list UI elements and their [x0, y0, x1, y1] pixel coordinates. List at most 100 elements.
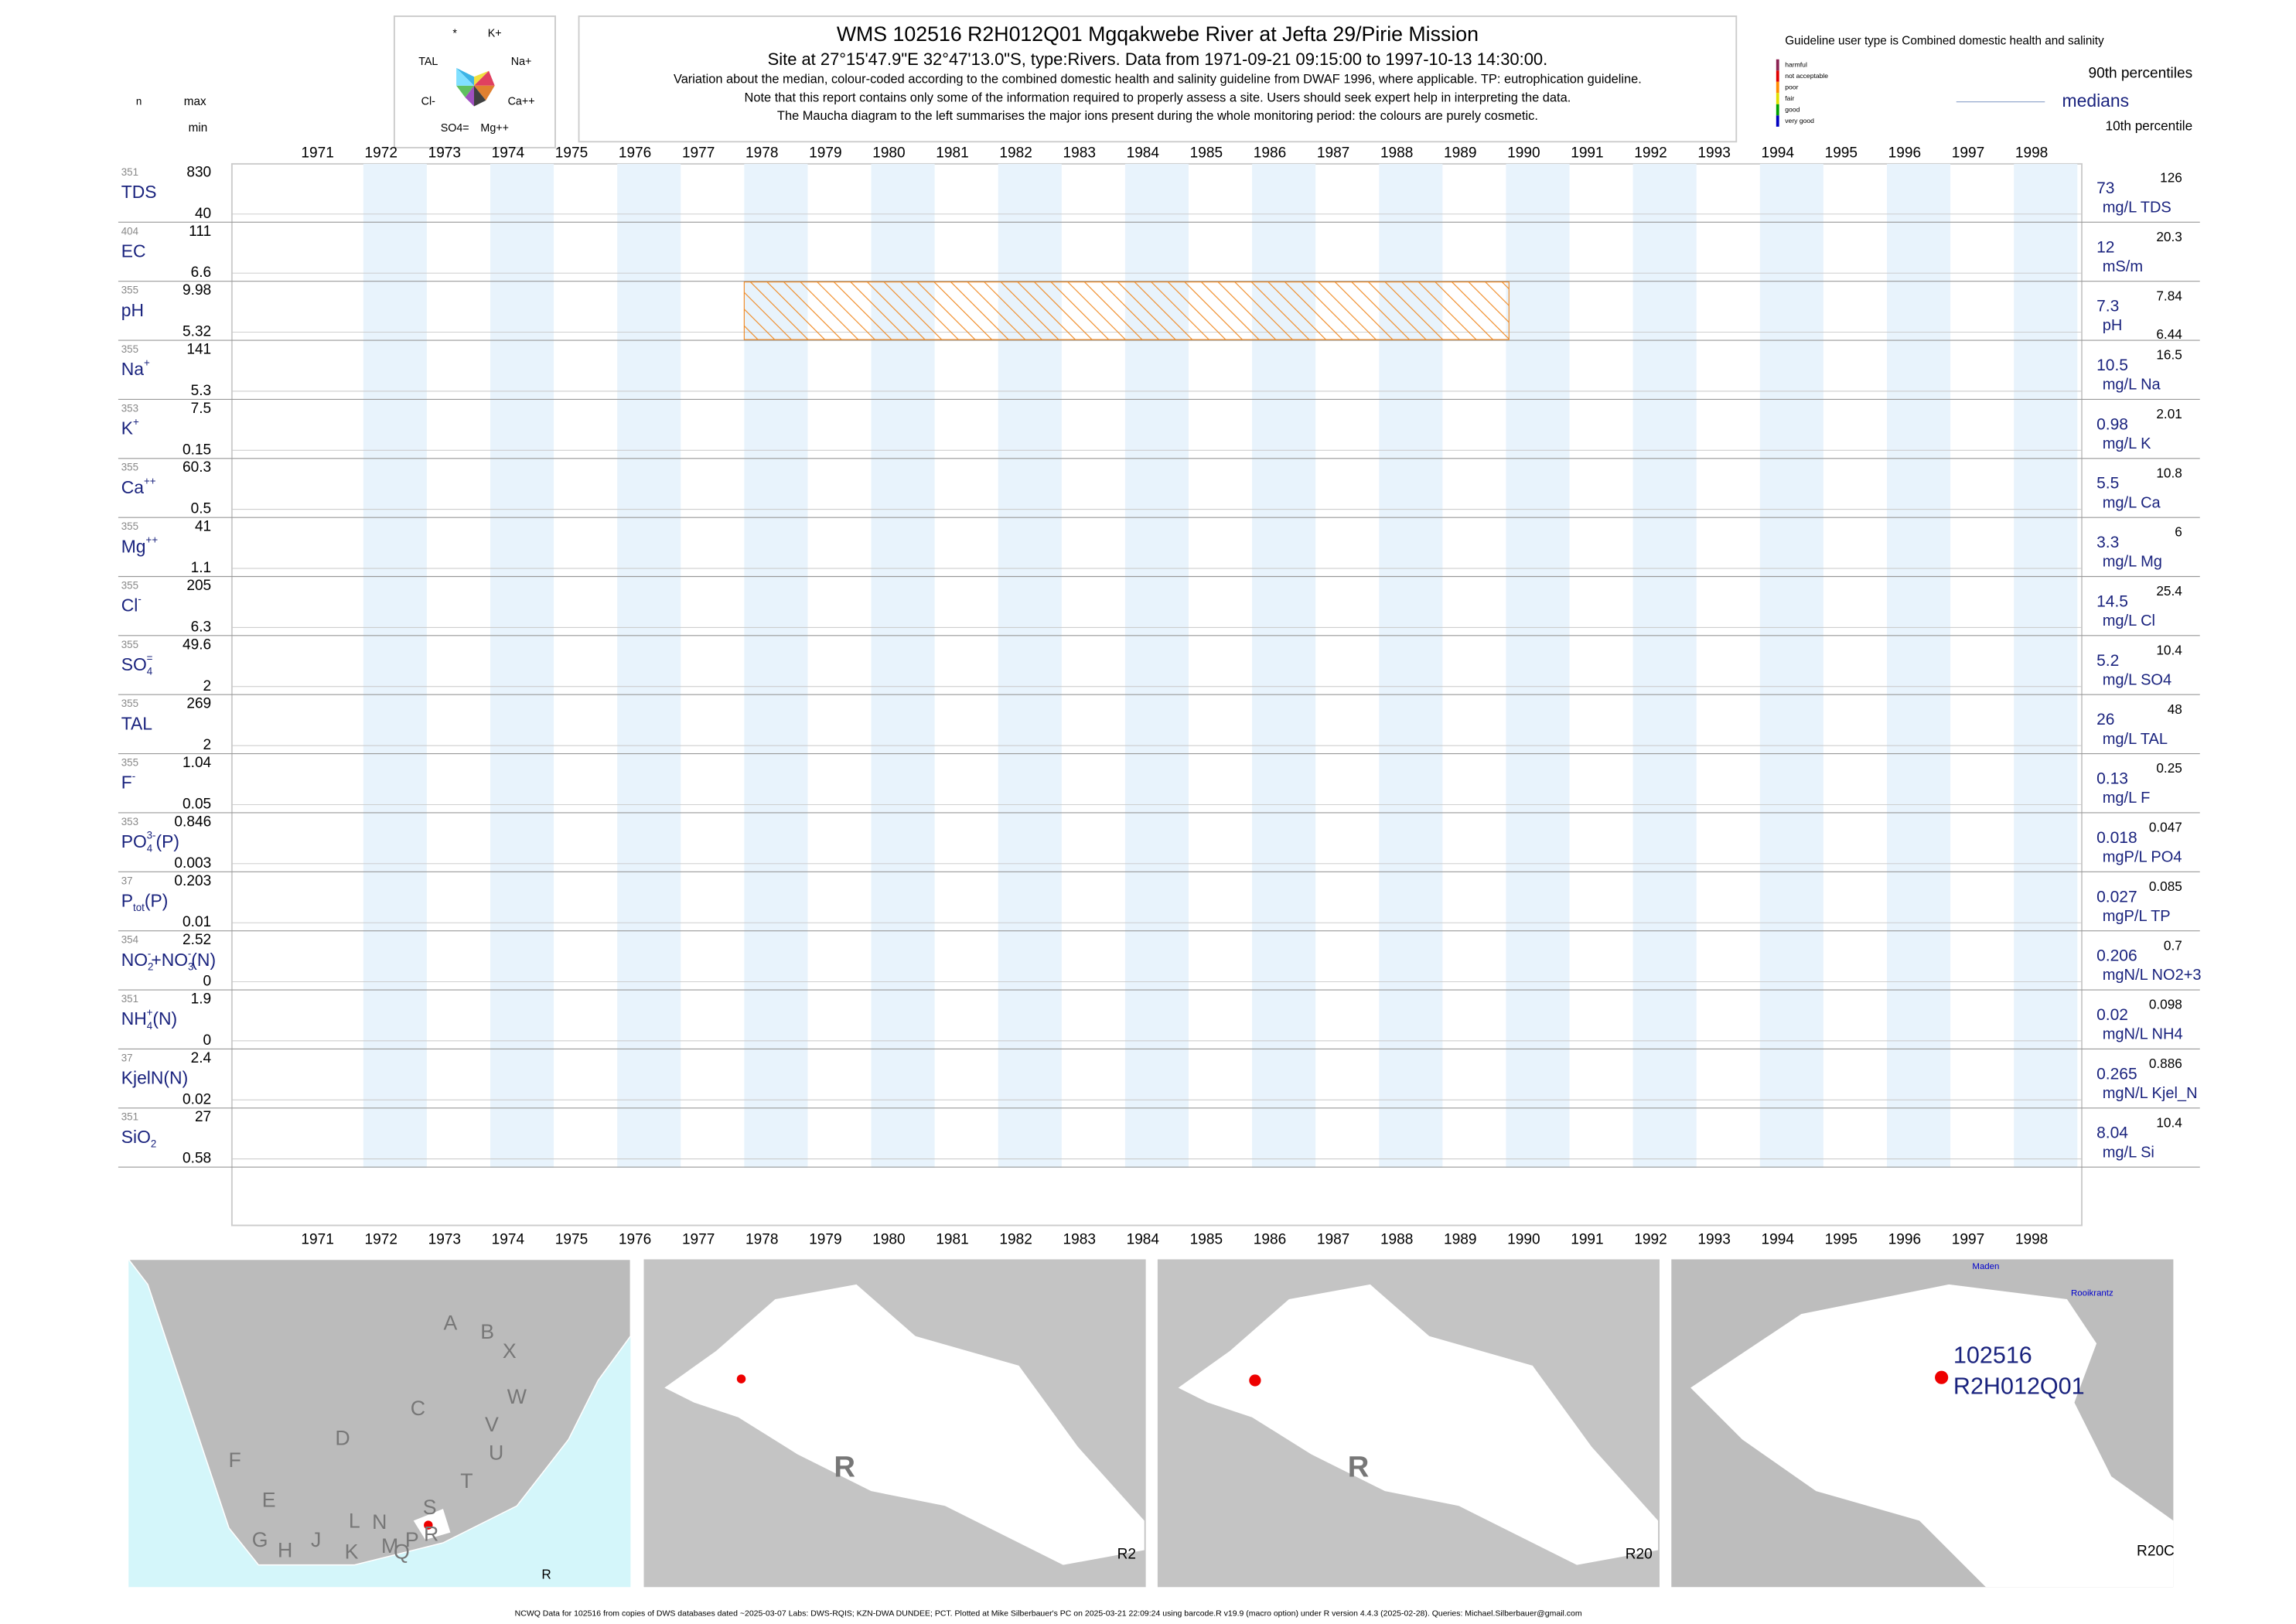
max-value: 111 — [189, 223, 211, 240]
min-value: 0.5 — [191, 501, 212, 517]
min-value: 0.15 — [183, 442, 211, 458]
median-value: 7.3 — [2096, 298, 2119, 316]
p90-value: 48 — [2168, 701, 2182, 717]
label-part: (P) — [145, 891, 169, 911]
count: 37 — [121, 1052, 133, 1063]
year-label: 1980 — [872, 1232, 905, 1248]
min-value: 5.32 — [183, 324, 211, 340]
legend-class: harmful — [1785, 60, 1807, 68]
header-box — [578, 15, 1738, 143]
legend-swatch — [1776, 93, 1779, 104]
region-letter: B — [480, 1320, 494, 1343]
median-value: 26 — [2096, 711, 2114, 728]
label-part: - — [148, 947, 151, 959]
year-label: 1984 — [1127, 145, 1160, 162]
count: 355 — [121, 343, 138, 355]
year-label: 1975 — [555, 145, 588, 162]
legend-swatch — [1776, 70, 1779, 82]
max-value: 9.98 — [183, 282, 211, 299]
p90-value: 126 — [2160, 170, 2182, 186]
maucha-diagram — [456, 67, 495, 107]
max-value: 49.6 — [183, 636, 211, 653]
year-label: 1996 — [1888, 145, 1921, 162]
max-value: 7.5 — [191, 401, 212, 417]
site-dot — [736, 1374, 746, 1383]
count: 355 — [121, 579, 138, 591]
min-value: 6.3 — [191, 619, 212, 635]
count: 355 — [121, 698, 138, 709]
year-label: 1992 — [1634, 145, 1667, 162]
region-letter: G — [252, 1528, 268, 1551]
unit: mg/L TAL — [2103, 731, 2168, 748]
label-part: + — [133, 416, 139, 428]
legend-class: good — [1785, 105, 1800, 113]
max-value: 141 — [186, 342, 211, 358]
label-part: 4 — [147, 1019, 153, 1031]
guideline-hatch — [743, 281, 1510, 340]
year-label: 1983 — [1063, 145, 1096, 162]
count: 353 — [121, 816, 138, 827]
label-part: EC — [121, 241, 146, 261]
p90-value: 10.4 — [2156, 1114, 2182, 1130]
land — [127, 1258, 632, 1566]
label-part: Ca — [121, 477, 145, 497]
max-value: 60.3 — [183, 459, 211, 476]
region-letter: H — [278, 1539, 292, 1562]
year-label: 1975 — [555, 1232, 588, 1248]
p90-value: 16.5 — [2156, 347, 2182, 363]
count: 355 — [121, 757, 138, 769]
min-value: 40 — [195, 206, 211, 222]
map-label: R — [1348, 1451, 1370, 1484]
variable-label: Ptot(P) — [121, 891, 169, 913]
year-label: 1986 — [1254, 145, 1286, 162]
legend-swatch — [1776, 59, 1779, 71]
year-label: 1972 — [365, 1232, 397, 1248]
variable-label: TAL — [121, 713, 152, 733]
year-label: 1994 — [1762, 1232, 1795, 1248]
year-label: 1985 — [1190, 145, 1223, 162]
label-part: KjelN(N) — [121, 1068, 188, 1088]
maucha-label: Cl- — [421, 96, 436, 108]
year-label: 1988 — [1380, 1232, 1413, 1248]
label-part: (P) — [155, 831, 179, 851]
place: Maden — [1972, 1262, 1999, 1271]
region-letter: P — [405, 1528, 419, 1551]
year-label: 1987 — [1317, 145, 1349, 162]
maucha-label: Na+ — [511, 56, 532, 68]
year-label: 1986 — [1254, 1232, 1286, 1248]
variable-label: NO2-+NO3-(N) — [121, 947, 216, 972]
p90-value: 10.4 — [2156, 642, 2182, 657]
maucha-label: SO4= — [441, 122, 469, 135]
variable-label: NH4+(N) — [121, 1006, 177, 1031]
year-label: 1976 — [619, 145, 651, 162]
count: 37 — [121, 875, 133, 886]
label-part: K — [121, 418, 134, 438]
year-label: 1995 — [1825, 145, 1858, 162]
catchment — [1690, 1284, 2174, 1588]
year-label: 1990 — [1507, 1232, 1540, 1248]
region-letter: J — [311, 1528, 321, 1551]
median-value: 12 — [2096, 238, 2114, 256]
year-band — [1632, 163, 1697, 1169]
variable-label: SO4= — [121, 652, 153, 677]
col-head: max — [184, 95, 206, 108]
map-label: R — [541, 1567, 551, 1582]
unit: mg/L Mg — [2103, 554, 2162, 571]
site-id: 102516 — [1953, 1343, 2032, 1369]
region-letter: M — [381, 1534, 398, 1557]
unit: mS/m — [2103, 258, 2143, 275]
label-part: P — [121, 891, 133, 911]
count: 354 — [121, 934, 139, 946]
min-value: 0.05 — [183, 797, 211, 813]
legend-guideline: Guideline user type is Combined domestic… — [1785, 34, 2104, 47]
label-part: TAL — [121, 713, 152, 733]
maucha-label: TAL — [418, 56, 438, 68]
variable-label: KjelN(N) — [121, 1068, 188, 1088]
median-value: 73 — [2096, 179, 2114, 197]
region-letter: C — [411, 1397, 425, 1420]
label-part: - — [132, 770, 135, 782]
region-letter: X — [503, 1339, 517, 1363]
region-letter: L — [349, 1509, 360, 1532]
label-part: + — [144, 357, 150, 368]
